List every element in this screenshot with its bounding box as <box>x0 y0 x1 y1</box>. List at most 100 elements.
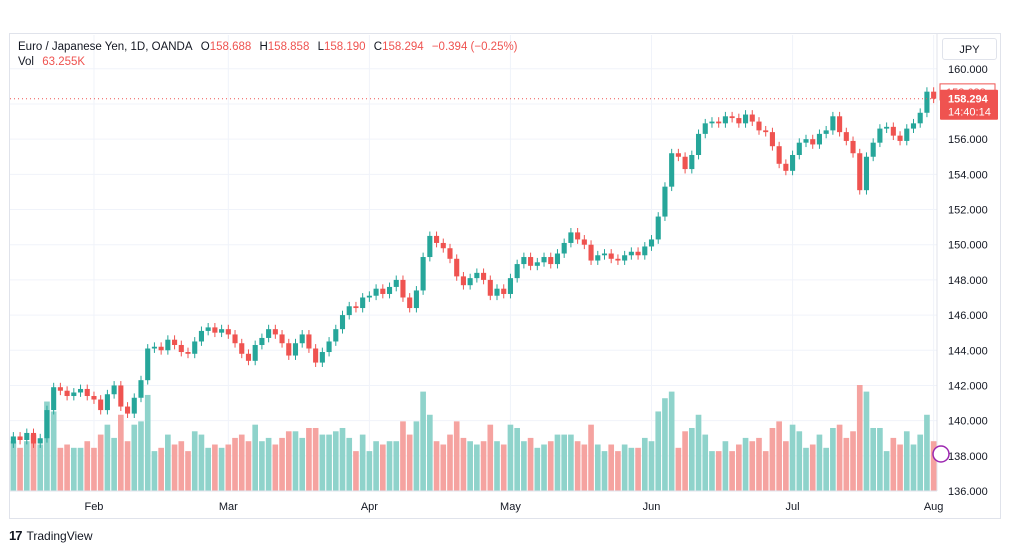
candle-body <box>474 272 480 279</box>
candle-body <box>689 154 695 170</box>
volume-bar <box>796 431 803 491</box>
volume-bar <box>400 421 406 491</box>
volume-bar <box>742 437 749 491</box>
volume-bar <box>292 431 299 491</box>
y-tick-label: 136.000 <box>948 486 988 498</box>
candle-body <box>917 112 923 124</box>
volume-bar <box>232 437 238 491</box>
volume-bar <box>541 444 547 491</box>
candle-body <box>749 114 755 122</box>
candle-body <box>850 140 856 154</box>
candle-body <box>507 278 513 294</box>
volume-bar <box>427 414 433 491</box>
volume-bar <box>574 441 581 491</box>
volume-bar <box>655 411 662 491</box>
volume-bar <box>77 447 84 491</box>
candle-body <box>10 436 16 444</box>
volume-bar <box>930 441 937 491</box>
candle-body <box>353 306 359 309</box>
volume-bar <box>393 441 400 491</box>
candle-body <box>709 121 715 124</box>
candle-body <box>796 142 802 155</box>
candle-body <box>756 121 762 131</box>
chart-frame <box>9 33 1001 519</box>
volume-bar <box>178 441 185 491</box>
candle-body <box>292 343 299 356</box>
symbol-label: Euro / Japanese Yen, 1D, OANDA <box>18 41 193 53</box>
candle-body <box>716 121 722 124</box>
volume-bar <box>259 441 265 491</box>
volume-bar <box>185 451 191 491</box>
volume-bar <box>346 437 353 491</box>
candle-body <box>434 235 440 243</box>
candle-body <box>71 392 77 397</box>
y-tick-label: 160.000 <box>948 64 988 76</box>
candle-body <box>910 123 917 129</box>
volume-bar <box>561 434 568 491</box>
volume-bar <box>594 444 601 491</box>
volume-bar <box>91 447 97 491</box>
candle-body <box>420 257 426 291</box>
volume-bar <box>10 441 17 491</box>
candle-body <box>837 116 843 133</box>
candle-body <box>494 288 500 296</box>
volume-bar <box>648 441 655 491</box>
candle-body <box>554 253 561 265</box>
tradingview-logo-icon[interactable]: 17 <box>9 528 23 543</box>
candle-body <box>279 334 285 344</box>
candle-body <box>481 272 487 280</box>
y-tick-label: 146.000 <box>948 310 988 322</box>
volume-bar <box>306 427 312 491</box>
volume-bar <box>366 451 373 491</box>
volume-bar <box>628 447 635 491</box>
volume-bar <box>823 447 829 491</box>
volume-bar <box>494 441 500 491</box>
volume-bar <box>379 444 386 491</box>
volume-bar <box>487 424 494 491</box>
volume-bar <box>37 444 44 491</box>
candle-body <box>225 329 231 335</box>
close-label: C <box>373 41 383 53</box>
candle-body <box>642 246 648 256</box>
candle-body <box>17 436 23 440</box>
volume-bar <box>917 434 924 491</box>
currency-button[interactable]: JPY <box>942 38 997 60</box>
y-tick-label: 154.000 <box>948 169 988 181</box>
volume-bar <box>856 385 863 491</box>
volume-bar <box>386 441 393 491</box>
candle-body <box>823 130 829 134</box>
candle-body <box>803 139 809 143</box>
volume-bar <box>722 441 729 491</box>
candle-body <box>259 337 265 345</box>
candle-body <box>514 264 520 279</box>
volume-bar <box>433 441 440 491</box>
volume-bar <box>319 434 326 491</box>
volume-bar <box>453 421 460 491</box>
volume-bar <box>413 421 420 491</box>
high-label: H <box>259 41 268 53</box>
volume-bar <box>332 431 339 491</box>
volume-bar <box>608 444 615 491</box>
volume-bar <box>534 447 541 491</box>
volume-bar <box>111 437 117 491</box>
volume-bar <box>480 441 487 491</box>
candle-body <box>413 290 419 309</box>
candle-body <box>125 406 131 414</box>
volume-bar <box>843 437 850 491</box>
volume-bar <box>238 434 245 491</box>
candle-body <box>373 288 379 296</box>
volume-bar <box>205 447 211 491</box>
volume-bar <box>682 431 688 491</box>
candle-body <box>521 257 527 265</box>
candle-body <box>648 239 655 247</box>
indicator-marker-icon <box>932 445 950 463</box>
volume-bar <box>601 451 608 491</box>
volume-bar <box>50 411 57 491</box>
candle-body <box>326 341 332 353</box>
x-tick-label: Feb <box>84 501 103 513</box>
brand-label[interactable]: TradingView <box>26 528 93 543</box>
y-tick-label: 152.000 <box>948 205 988 217</box>
volume-bar <box>104 424 111 491</box>
candle-body <box>662 186 668 217</box>
